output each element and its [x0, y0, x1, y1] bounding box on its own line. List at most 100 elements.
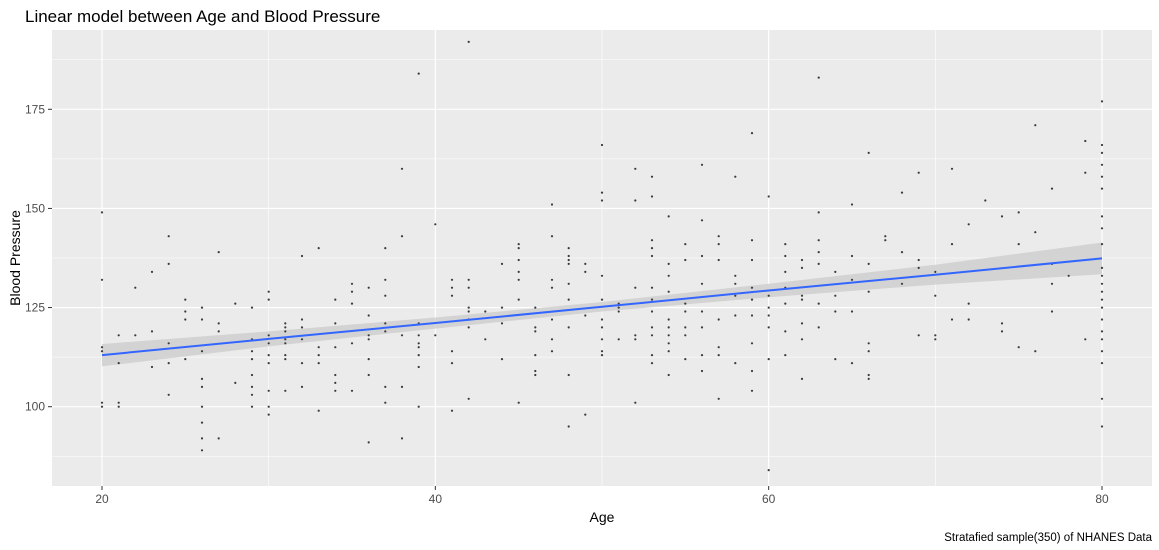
data-point [800, 298, 804, 301]
data-point [750, 258, 754, 262]
data-point [550, 338, 554, 341]
data-point [1084, 171, 1087, 174]
y-axis-title: Blood Pressure [7, 210, 23, 306]
data-point [534, 306, 537, 309]
data-point [184, 318, 187, 321]
data-point [567, 254, 570, 258]
data-point [634, 167, 637, 170]
data-point [734, 175, 737, 178]
data-point [1100, 306, 1104, 309]
data-point [467, 286, 470, 289]
data-point [334, 373, 337, 377]
data-point [650, 175, 654, 178]
data-point [367, 358, 370, 361]
data-point [1000, 215, 1004, 218]
data-point [817, 76, 820, 79]
data-point [634, 334, 637, 337]
data-point [217, 437, 220, 440]
data-point [1084, 139, 1087, 143]
data-point [834, 270, 837, 273]
data-point [950, 243, 954, 246]
data-point [667, 318, 670, 321]
data-point [884, 235, 887, 238]
data-point [284, 322, 287, 325]
data-point [550, 203, 554, 206]
data-point [650, 310, 654, 313]
data-point [817, 251, 820, 254]
data-point [1100, 362, 1104, 365]
data-point [384, 278, 387, 281]
data-point [450, 294, 454, 297]
data-point [567, 247, 570, 250]
data-point [200, 421, 204, 424]
data-point [434, 223, 437, 226]
data-point [850, 254, 854, 258]
data-point [967, 318, 970, 321]
data-point [684, 326, 687, 329]
data-point [217, 330, 220, 333]
data-point [1100, 175, 1104, 178]
data-point [734, 282, 737, 285]
data-point [917, 334, 920, 337]
data-point [717, 235, 720, 238]
data-point [200, 437, 204, 440]
data-point [984, 199, 987, 202]
data-point [834, 294, 837, 297]
data-point [217, 251, 220, 254]
data-point [500, 358, 504, 361]
data-point [1100, 425, 1104, 428]
data-point [800, 322, 804, 325]
data-point [667, 290, 670, 293]
data-point [650, 326, 654, 329]
data-point [167, 393, 170, 396]
data-point [684, 358, 687, 361]
data-point [634, 338, 637, 341]
data-point [867, 342, 870, 345]
data-point [1000, 330, 1004, 333]
data-point [934, 338, 937, 341]
data-point [600, 350, 604, 353]
data-point [767, 469, 770, 472]
y-tick-label: 175 [25, 102, 45, 116]
data-point [300, 362, 304, 365]
data-point [650, 298, 654, 301]
data-point [567, 262, 570, 265]
data-point [550, 350, 554, 353]
data-point [467, 40, 470, 44]
data-point [184, 298, 187, 301]
data-point [284, 342, 287, 345]
data-point [767, 306, 770, 309]
data-point [767, 314, 770, 317]
data-point [400, 385, 404, 388]
data-point [567, 373, 570, 377]
data-point [334, 322, 337, 325]
data-point [284, 354, 287, 357]
data-point [1100, 282, 1104, 285]
data-point [267, 362, 270, 365]
data-point [1034, 350, 1037, 353]
data-point [200, 306, 204, 309]
data-point [334, 381, 337, 384]
data-point [550, 318, 554, 321]
data-point [200, 318, 204, 321]
data-point [1100, 243, 1104, 246]
data-point [617, 338, 620, 341]
data-point [1100, 100, 1104, 103]
data-point [1034, 231, 1037, 234]
data-point [467, 278, 470, 281]
data-point [750, 342, 754, 345]
data-point [167, 342, 170, 345]
data-point [667, 334, 670, 337]
data-point [184, 310, 187, 313]
data-point [1017, 346, 1020, 349]
data-point [1100, 266, 1104, 269]
data-point [317, 354, 320, 357]
data-point [834, 310, 837, 313]
data-point [284, 358, 287, 361]
data-point [867, 151, 870, 154]
data-point [1100, 227, 1104, 230]
data-point [950, 167, 954, 170]
data-point [300, 326, 304, 329]
data-point [934, 270, 937, 273]
data-point [1100, 397, 1104, 400]
